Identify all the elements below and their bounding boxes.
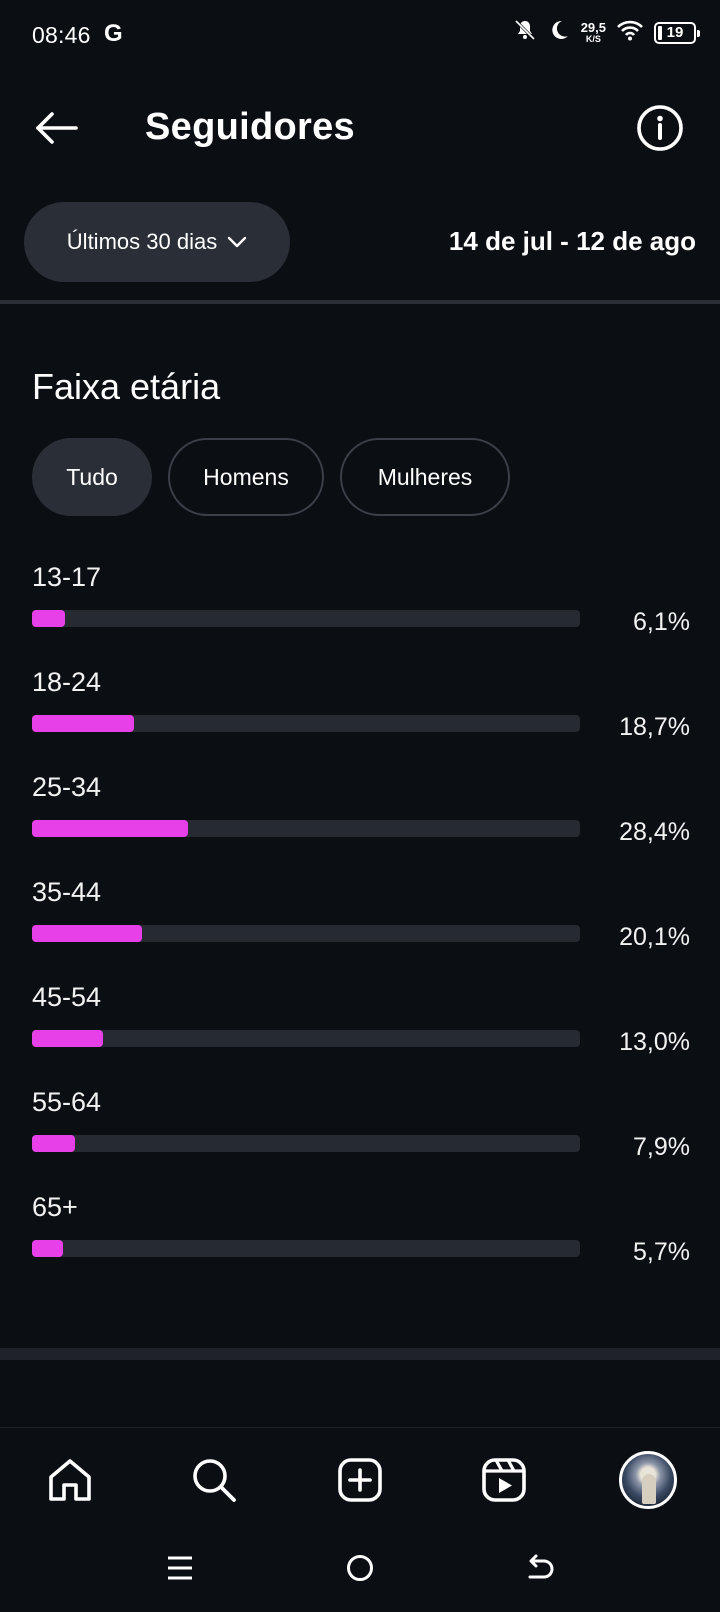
battery-icon: 19 — [654, 21, 700, 44]
home-system-button[interactable] — [332, 1546, 388, 1590]
bar-track — [32, 925, 580, 942]
circle-home-icon — [347, 1555, 373, 1581]
header: Seguidores — [0, 80, 720, 176]
age-label: 25-34 — [32, 772, 102, 802]
search-icon — [193, 1459, 236, 1502]
wifi-icon — [616, 19, 644, 46]
profile-avatar — [619, 1451, 677, 1509]
divider-bottom — [0, 1348, 720, 1360]
bar-fill — [32, 925, 142, 942]
age-row: 55-64 7,9% — [32, 1085, 690, 1190]
age-label: 13-17 — [32, 562, 102, 592]
bar-fill — [32, 1240, 63, 1257]
bar-fill — [32, 715, 134, 732]
nav-profile[interactable] — [618, 1450, 678, 1510]
reels-icon — [482, 1458, 526, 1502]
age-percentage: 18,7% — [619, 713, 690, 741]
moon-icon — [547, 18, 571, 47]
battery-percent: 19 — [666, 24, 684, 41]
status-icons: 29,5 K/S 19 — [513, 18, 700, 47]
menu-icon — [168, 1556, 192, 1580]
period-label: Últimos 30 dias — [66, 229, 218, 254]
age-row: 18-24 18,7% — [32, 665, 690, 770]
back-arrow-icon — [36, 112, 78, 144]
age-label: 18-24 — [32, 667, 102, 697]
period-row: Últimos 30 dias 14 de jul - 12 de ago — [0, 202, 720, 282]
bar-track — [32, 1030, 580, 1047]
age-row: 45-54 13,0% — [32, 980, 690, 1085]
nav-home[interactable] — [40, 1450, 100, 1510]
age-row: 35-44 20,1% — [32, 875, 690, 980]
bottom-nav — [0, 1427, 720, 1527]
bar-track — [32, 715, 580, 732]
battery-level — [658, 25, 662, 40]
nav-search[interactable] — [184, 1450, 244, 1510]
bar-track — [32, 1135, 580, 1152]
back-button[interactable] — [28, 102, 84, 154]
bar-fill — [32, 1135, 75, 1152]
age-row: 65+ 5,7% — [32, 1190, 690, 1295]
bell-off-icon — [513, 18, 537, 47]
period-dropdown[interactable]: Últimos 30 dias — [24, 202, 290, 282]
create-icon — [338, 1458, 382, 1502]
age-label: 35-44 — [32, 877, 102, 907]
age-label: 45-54 — [32, 982, 102, 1012]
network-speed: 29,5 K/S — [580, 19, 606, 44]
bar-fill — [32, 1030, 103, 1047]
filter-tudo[interactable]: Tudo — [32, 438, 152, 516]
age-row: 13-17 6,1% — [32, 560, 690, 665]
network-speed-value: 29,5 — [580, 19, 606, 35]
chevron-down-icon — [227, 236, 247, 248]
info-icon — [637, 105, 683, 151]
gender-filters: Tudo Homens Mulheres — [32, 438, 510, 516]
age-row: 25-34 28,4% — [32, 770, 690, 875]
age-percentage: 28,4% — [619, 818, 690, 846]
back-system-button[interactable] — [512, 1546, 568, 1590]
filter-mulheres[interactable]: Mulheres — [340, 438, 510, 516]
nav-reels[interactable] — [474, 1450, 534, 1510]
back-system-icon — [528, 1554, 554, 1579]
age-percentage: 13,0% — [619, 1028, 690, 1056]
system-nav — [0, 1528, 720, 1612]
bar-track — [32, 820, 580, 837]
age-percentage: 20,1% — [619, 923, 690, 951]
bar-fill — [32, 820, 188, 837]
status-bar: 08:46 G 29,5 K/S 19 — [0, 0, 720, 72]
page-title: Seguidores — [145, 106, 355, 148]
age-label: 65+ — [32, 1192, 78, 1222]
age-percentage: 5,7% — [633, 1238, 690, 1266]
divider — [0, 300, 720, 304]
info-button[interactable] — [634, 102, 686, 154]
google-icon: G — [104, 20, 123, 47]
age-label: 55-64 — [32, 1087, 102, 1117]
bar-track — [32, 1240, 580, 1257]
date-range: 14 de jul - 12 de ago — [448, 226, 696, 256]
home-icon — [49, 1459, 91, 1501]
bar-fill — [32, 610, 65, 627]
age-percentage: 7,9% — [633, 1133, 690, 1161]
age-percentage: 6,1% — [633, 608, 690, 636]
filter-homens[interactable]: Homens — [168, 438, 324, 516]
status-time: 08:46 — [32, 22, 91, 48]
nav-create[interactable] — [330, 1450, 390, 1510]
bar-track — [32, 610, 580, 627]
age-bar-chart: 13-17 6,1% 18-24 18,7% 25-34 28,4% 35-44 20,1% 4… — [32, 560, 690, 1295]
network-speed-unit: K/S — [585, 33, 601, 44]
section-title: Faixa etária — [32, 366, 221, 407]
recent-apps-button[interactable] — [152, 1546, 208, 1590]
